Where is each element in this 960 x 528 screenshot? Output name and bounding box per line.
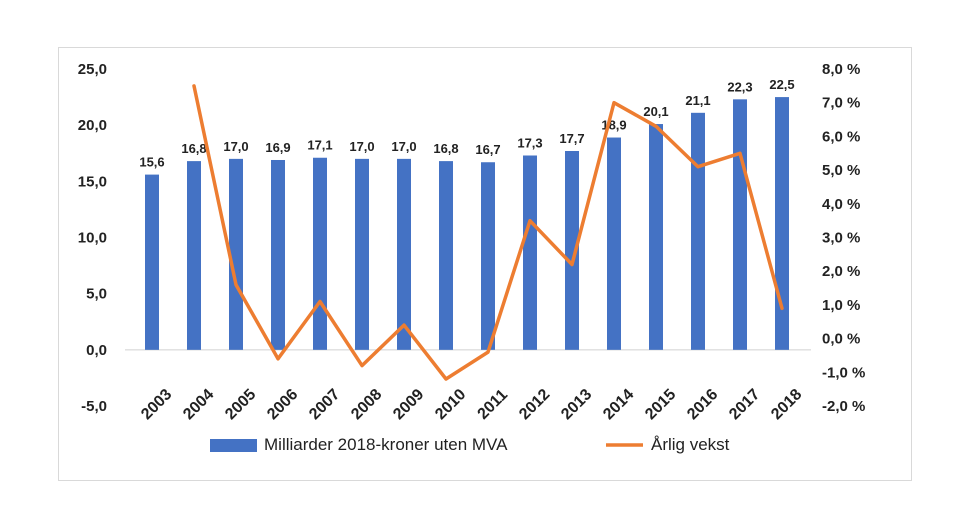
bar-data-label: 17,0	[223, 139, 248, 154]
y-right-tick-label: 5,0 %	[822, 162, 860, 179]
y-right-tick-label: 1,0 %	[822, 297, 860, 314]
legend-bar-label: Milliarder 2018-kroner uten MVA	[264, 435, 508, 454]
y-right-tick-label: 3,0 %	[822, 230, 860, 247]
x-tick-label: 2017	[726, 386, 763, 423]
bar-data-label: 16,9	[265, 140, 290, 155]
y-right-tick-label: 7,0 %	[822, 95, 860, 112]
y-right-tick-label: -1,0 %	[822, 364, 865, 381]
y-left-tick-label: 5,0	[86, 286, 107, 303]
bar	[439, 161, 453, 350]
growth-point	[486, 350, 490, 354]
bar	[313, 157, 327, 350]
bar	[271, 159, 285, 350]
bar	[481, 162, 495, 350]
bar	[397, 158, 411, 350]
x-tick-label: 2009	[390, 386, 427, 423]
x-tick-label: 2008	[348, 386, 385, 423]
growth-point	[738, 151, 742, 155]
bar	[733, 99, 747, 350]
bar	[355, 158, 369, 350]
y-right-tick-label: 8,0 %	[822, 61, 860, 78]
bar-data-label: 17,0	[349, 139, 374, 154]
y-left-tick-label: 0,0	[86, 342, 107, 359]
y-left-tick-label: 15,0	[78, 173, 107, 190]
chart-frame: -5,0 0,0 5,0 10,0 15,0 20,0 25,0 -2,0 % -1,0 % 0,…	[58, 47, 912, 481]
y-right-tick-label: 4,0 %	[822, 196, 860, 213]
growth-point	[570, 262, 574, 266]
bar-data-label: 17,0	[391, 139, 416, 154]
x-tick-label: 2015	[642, 386, 679, 423]
x-tick-label: 2013	[558, 386, 595, 423]
x-tick-label: 2010	[432, 386, 469, 423]
y-right-tick-label: -2,0 %	[822, 398, 865, 415]
bar-data-label: 21,1	[685, 93, 710, 108]
bar-data-label: 16,8	[433, 141, 458, 156]
growth-point	[192, 84, 196, 88]
growth-point	[612, 101, 616, 105]
bar	[187, 161, 201, 350]
x-tick-label: 2006	[264, 386, 301, 423]
y-left-tick-label: 25,0	[78, 61, 107, 78]
y-left-tick-label: 20,0	[78, 117, 107, 134]
growth-point	[528, 219, 532, 223]
bar-data-label: 16,8	[181, 141, 206, 156]
x-tick-label: 2018	[768, 386, 805, 423]
bar	[523, 155, 537, 350]
x-tick-label: 2005	[222, 386, 259, 423]
combo-chart: -5,0 0,0 5,0 10,0 15,0 20,0 25,0 -2,0 % -1,0 % 0,…	[78, 61, 866, 454]
bar	[229, 158, 243, 350]
bar-data-label: 17,3	[517, 135, 542, 150]
bar-data-label: 15,6	[139, 155, 164, 170]
x-tick-label: 2016	[684, 386, 721, 423]
bar-data-label: 20,1	[643, 104, 668, 119]
x-tick-label: 2004	[180, 386, 217, 423]
bar	[607, 137, 621, 350]
bar-data-label: 16,7	[475, 142, 500, 157]
bar-data-label: 17,1	[307, 138, 332, 153]
bar-data-label: 22,5	[769, 77, 794, 92]
y-left-tick-label: 10,0	[78, 230, 107, 247]
legend-line-label: Årlig vekst	[651, 435, 730, 454]
x-tick-label: 2007	[306, 386, 343, 423]
growth-point	[276, 357, 280, 361]
legend-bar-swatch	[210, 439, 257, 452]
growth-point	[444, 377, 448, 381]
bar	[691, 112, 705, 350]
bar-data-label: 22,3	[727, 79, 752, 94]
growth-point	[780, 306, 784, 310]
growth-point	[402, 323, 406, 327]
bar	[145, 174, 159, 350]
growth-point	[654, 124, 658, 128]
growth-point	[696, 165, 700, 169]
x-tick-label: 2003	[138, 386, 175, 423]
y-right-tick-label: 2,0 %	[822, 263, 860, 280]
growth-point	[360, 364, 364, 368]
bar	[775, 97, 789, 350]
x-tick-label: 2014	[600, 386, 637, 423]
growth-point	[318, 300, 322, 304]
bar-data-label: 17,7	[559, 131, 584, 146]
y-right-tick-label: 0,0 %	[822, 331, 860, 348]
y-left-tick-label: -5,0	[81, 398, 107, 415]
bar	[565, 151, 579, 350]
x-tick-label: 2012	[516, 386, 553, 423]
x-tick-label: 2011	[475, 386, 512, 423]
bar	[649, 124, 663, 350]
growth-point	[234, 283, 238, 287]
y-right-tick-label: 6,0 %	[822, 128, 860, 145]
